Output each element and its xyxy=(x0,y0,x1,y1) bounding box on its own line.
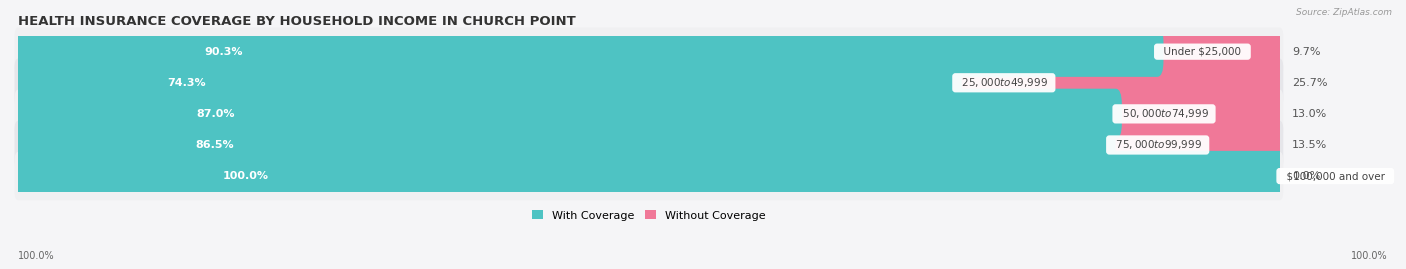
Text: 100.0%: 100.0% xyxy=(18,251,55,261)
Text: 9.7%: 9.7% xyxy=(1292,47,1320,57)
Text: 13.0%: 13.0% xyxy=(1292,109,1327,119)
Text: Source: ZipAtlas.com: Source: ZipAtlas.com xyxy=(1296,8,1392,17)
FancyBboxPatch shape xyxy=(1109,89,1286,139)
Text: 100.0%: 100.0% xyxy=(222,171,269,181)
FancyBboxPatch shape xyxy=(13,151,1286,201)
Text: 90.3%: 90.3% xyxy=(204,47,242,57)
FancyBboxPatch shape xyxy=(949,58,1286,108)
Text: $75,000 to $99,999: $75,000 to $99,999 xyxy=(1109,139,1206,151)
Text: 0.0%: 0.0% xyxy=(1292,171,1320,181)
FancyBboxPatch shape xyxy=(13,26,1164,77)
Text: 13.5%: 13.5% xyxy=(1292,140,1327,150)
Text: 25.7%: 25.7% xyxy=(1292,78,1327,88)
Text: HEALTH INSURANCE COVERAGE BY HOUSEHOLD INCOME IN CHURCH POINT: HEALTH INSURANCE COVERAGE BY HOUSEHOLD I… xyxy=(18,15,576,28)
FancyBboxPatch shape xyxy=(13,89,1122,139)
FancyBboxPatch shape xyxy=(13,58,962,108)
Text: 100.0%: 100.0% xyxy=(1351,251,1388,261)
FancyBboxPatch shape xyxy=(13,120,1115,170)
FancyBboxPatch shape xyxy=(14,152,1284,200)
FancyBboxPatch shape xyxy=(14,90,1284,138)
FancyBboxPatch shape xyxy=(14,27,1284,76)
Text: $25,000 to $49,999: $25,000 to $49,999 xyxy=(955,76,1052,89)
Text: Under $25,000: Under $25,000 xyxy=(1157,47,1247,57)
Text: $100,000 and over: $100,000 and over xyxy=(1279,171,1391,181)
Text: 87.0%: 87.0% xyxy=(197,109,235,119)
FancyBboxPatch shape xyxy=(14,58,1284,107)
Legend: With Coverage, Without Coverage: With Coverage, Without Coverage xyxy=(527,206,770,225)
Text: 74.3%: 74.3% xyxy=(167,78,207,88)
Text: $50,000 to $74,999: $50,000 to $74,999 xyxy=(1115,107,1212,120)
FancyBboxPatch shape xyxy=(1152,26,1286,77)
Text: 86.5%: 86.5% xyxy=(195,140,233,150)
FancyBboxPatch shape xyxy=(1102,120,1286,170)
FancyBboxPatch shape xyxy=(14,121,1284,169)
